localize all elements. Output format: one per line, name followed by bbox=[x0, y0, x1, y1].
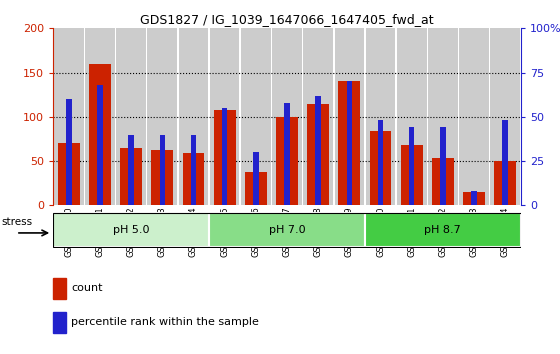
FancyBboxPatch shape bbox=[365, 213, 521, 247]
Bar bbox=[253, 152, 259, 205]
Bar bbox=[397, 28, 427, 205]
Text: pH 8.7: pH 8.7 bbox=[424, 225, 461, 235]
Bar bbox=[222, 108, 227, 205]
Bar bbox=[471, 191, 477, 205]
Bar bbox=[272, 28, 302, 205]
Bar bbox=[210, 28, 240, 205]
Bar bbox=[276, 117, 298, 205]
Bar bbox=[304, 28, 333, 205]
FancyBboxPatch shape bbox=[209, 213, 365, 247]
Bar bbox=[502, 120, 508, 205]
Bar bbox=[459, 28, 489, 205]
Bar bbox=[66, 99, 72, 205]
FancyBboxPatch shape bbox=[53, 213, 209, 247]
Bar bbox=[377, 120, 384, 205]
Text: count: count bbox=[72, 283, 103, 293]
Bar bbox=[53, 278, 66, 299]
Bar bbox=[370, 131, 391, 205]
Bar bbox=[491, 28, 520, 205]
Bar bbox=[179, 28, 208, 205]
Bar bbox=[401, 145, 423, 205]
Bar bbox=[54, 28, 83, 205]
Text: stress: stress bbox=[1, 217, 32, 227]
Bar bbox=[147, 28, 177, 205]
Title: GDS1827 / IG_1039_1647066_1647405_fwd_at: GDS1827 / IG_1039_1647066_1647405_fwd_at bbox=[140, 13, 434, 26]
Bar bbox=[183, 153, 204, 205]
Bar bbox=[160, 135, 165, 205]
Bar bbox=[307, 104, 329, 205]
Text: pH 5.0: pH 5.0 bbox=[113, 225, 150, 235]
Bar bbox=[116, 28, 146, 205]
Bar bbox=[366, 28, 395, 205]
Bar bbox=[190, 135, 197, 205]
Bar bbox=[432, 159, 454, 205]
Bar bbox=[494, 161, 516, 205]
Bar bbox=[284, 103, 290, 205]
Bar bbox=[89, 64, 111, 205]
Bar bbox=[245, 172, 267, 205]
Bar bbox=[440, 127, 446, 205]
Text: pH 7.0: pH 7.0 bbox=[269, 225, 305, 235]
Bar bbox=[315, 96, 321, 205]
Bar bbox=[58, 143, 80, 205]
Bar bbox=[463, 192, 485, 205]
Bar bbox=[409, 127, 414, 205]
Bar bbox=[120, 148, 142, 205]
Bar bbox=[338, 81, 360, 205]
Bar bbox=[97, 85, 103, 205]
Bar bbox=[53, 312, 66, 333]
Bar bbox=[347, 81, 352, 205]
Bar bbox=[241, 28, 270, 205]
Bar bbox=[85, 28, 115, 205]
Bar bbox=[151, 150, 173, 205]
Bar bbox=[334, 28, 364, 205]
Bar bbox=[428, 28, 458, 205]
Text: percentile rank within the sample: percentile rank within the sample bbox=[72, 317, 259, 327]
Bar bbox=[214, 110, 236, 205]
Bar bbox=[128, 135, 134, 205]
